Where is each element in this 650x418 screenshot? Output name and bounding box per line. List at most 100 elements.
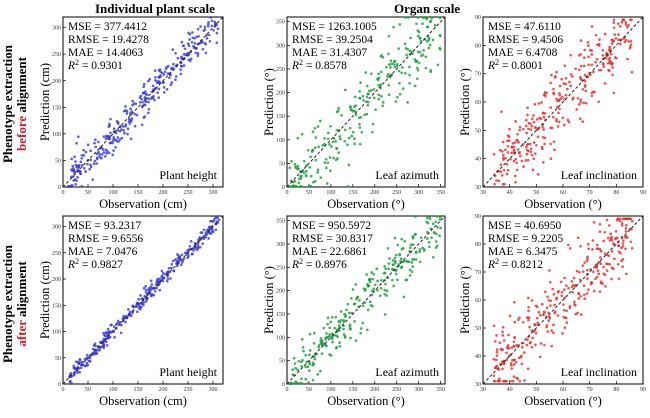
data-point [124,124,127,128]
data-point [137,304,141,308]
data-point [394,100,398,103]
y-tick-label: 90 [475,15,481,21]
data-point [612,18,616,22]
data-point [533,322,536,326]
data-point [116,128,120,132]
data-point [306,382,310,385]
data-point [542,93,546,97]
data-point [370,72,373,76]
data-point [514,120,517,123]
data-point [366,282,369,286]
data-point [365,328,369,332]
data-point [122,129,126,132]
data-point [587,55,590,59]
y-tick-label: 250 [52,52,61,58]
data-point [565,309,568,313]
data-point [587,44,590,47]
data-point [531,336,534,340]
data-point [505,163,509,166]
data-point [608,263,612,266]
data-point [506,168,510,172]
data-point [192,246,196,250]
data-point [297,359,301,363]
data-point [365,95,369,99]
data-point [513,320,517,324]
y-axis-label: Prediction (°) [458,68,472,136]
data-point [331,340,334,344]
data-point [317,343,321,347]
data-point [425,216,429,220]
data-point [594,60,597,64]
data-point [610,42,614,46]
data-point [434,246,438,249]
data-point [343,88,347,92]
x-tick-label: 80 [613,387,619,393]
data-point [325,344,328,348]
data-point [190,40,194,44]
data-point [385,289,389,293]
data-point [552,293,556,296]
data-point [372,96,376,100]
data-point [525,316,529,319]
data-point [530,124,534,128]
data-point [515,138,519,142]
data-point [418,36,422,40]
data-point [415,22,418,26]
data-point [365,273,368,276]
data-point [592,221,596,224]
data-point [104,137,108,140]
data-point [411,235,415,239]
data-point [545,323,549,327]
x-tick-label: 30 [480,387,486,393]
data-point [149,288,152,292]
data-point [573,302,576,306]
data-point [172,269,176,273]
x-tick-label: 150 [348,387,357,393]
data-point [311,361,315,365]
data-point [69,175,73,179]
data-point [319,339,323,343]
data-point [72,364,76,368]
data-point [73,178,77,182]
y-tick-label: 250 [276,67,285,73]
data-point [123,131,126,135]
data-point [421,16,425,19]
stat-line: MSE = 377.4412 [68,21,147,33]
data-point [297,181,301,185]
data-point [562,288,566,291]
data-point [308,353,311,357]
data-point [525,148,529,152]
data-point [306,365,310,369]
data-point [368,300,372,304]
data-point [425,230,429,234]
data-point [372,87,376,91]
data-point [396,278,399,282]
data-point [82,148,85,152]
data-point [304,173,308,177]
y-tick-label: 200 [52,277,61,283]
data-point [360,130,364,134]
data-point [291,373,295,377]
data-point [549,299,553,303]
x-tick-label: 70 [587,387,593,393]
data-point [506,151,510,154]
data-point [89,163,92,167]
data-point [590,91,594,95]
data-point [525,343,529,347]
data-point [358,90,362,93]
x-tick-label: 30 [480,190,486,196]
data-point [549,81,552,85]
data-point [140,297,144,301]
data-point [388,257,391,260]
data-point [130,119,133,123]
data-point [525,152,529,156]
data-point [427,46,431,50]
data-point [501,334,505,337]
x-axis-label: Observation (°) [327,394,405,408]
data-point [205,37,209,40]
stat-r2: R2 = 0.8976 [291,257,347,272]
data-point [311,130,315,134]
data-point [81,360,84,364]
data-point [601,62,605,66]
data-point [166,277,170,281]
